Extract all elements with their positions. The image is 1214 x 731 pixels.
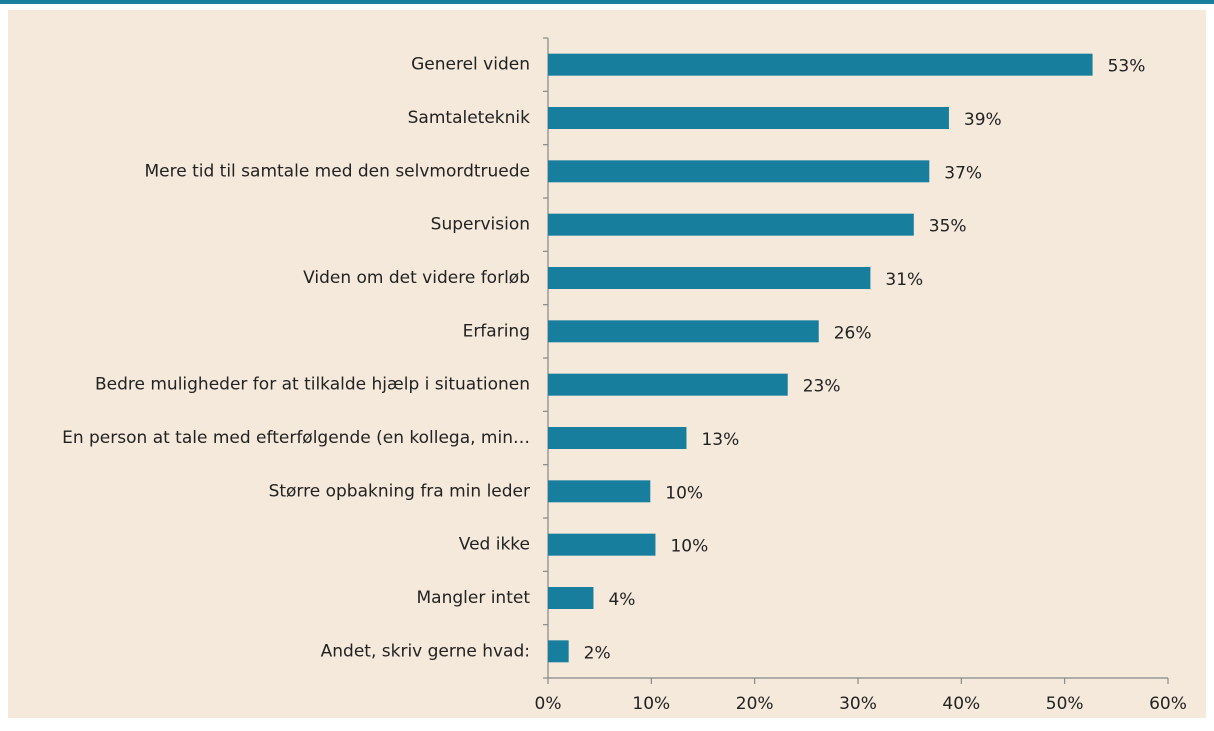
bar [548, 53, 1093, 76]
y-tick-label: Viden om det videre forløb [303, 268, 530, 288]
value-label: 10% [665, 483, 703, 503]
y-tick-label: Mere tid til samtale med den selvmordtru… [144, 161, 530, 181]
x-tick-label: 0% [535, 694, 562, 714]
bar [548, 373, 788, 396]
value-label: 10% [670, 537, 708, 557]
y-tick-label: Samtaleteknik [408, 108, 531, 128]
bar [548, 587, 594, 609]
value-label: 23% [803, 377, 841, 397]
y-tick-label: Ved ikke [459, 535, 530, 555]
value-label: 37% [944, 163, 982, 183]
x-tick-label: 50% [1046, 694, 1084, 714]
y-tick-label: Mangler intet [416, 588, 530, 608]
y-tick-label: Supervision [431, 215, 530, 235]
value-label: 39% [964, 110, 1002, 130]
y-tick-label: Større opbakning fra min leder [269, 481, 530, 501]
x-tick-label: 40% [942, 694, 980, 714]
x-tick-label: 20% [736, 694, 774, 714]
value-label: 13% [701, 430, 739, 450]
bar [548, 160, 930, 183]
y-tick-label: En person at tale med efterfølgende (en … [62, 428, 530, 448]
x-tick-label: 30% [839, 694, 877, 714]
value-label: 2% [584, 643, 611, 663]
y-tick-label: Generel viden [411, 55, 530, 75]
y-tick-label: Erfaring [463, 321, 530, 341]
value-label: 31% [885, 270, 923, 290]
bar [548, 427, 687, 449]
x-tick-label: 60% [1149, 694, 1187, 714]
value-label: 35% [929, 217, 967, 237]
top-rule [0, 0, 1214, 4]
bar [548, 320, 819, 343]
bar [548, 480, 651, 503]
y-tick-label: Bedre muligheder for at tilkalde hjælp i… [95, 375, 530, 395]
value-label: 26% [834, 323, 872, 343]
bar [548, 213, 914, 236]
x-tick-label: 10% [632, 694, 670, 714]
y-tick-label: Andet, skriv gerne hvad: [321, 641, 530, 661]
value-label: 53% [1108, 57, 1146, 77]
bar [548, 640, 569, 663]
bar [548, 107, 949, 129]
bar [548, 533, 656, 556]
bar [548, 267, 871, 289]
value-label: 4% [608, 590, 635, 610]
